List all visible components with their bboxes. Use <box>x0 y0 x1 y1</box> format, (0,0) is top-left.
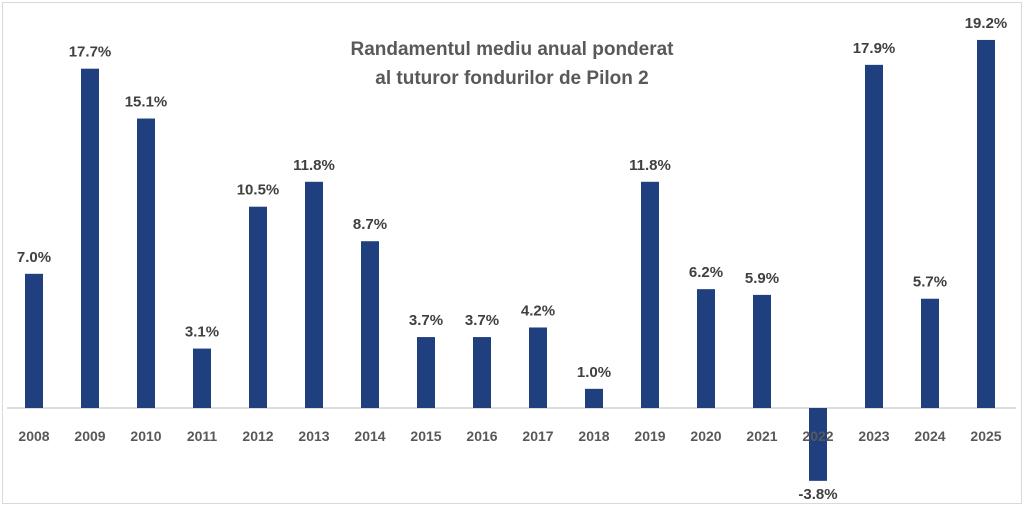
data-label-2014: 8.7% <box>353 216 387 233</box>
data-label-2012: 10.5% <box>237 182 280 199</box>
x-tick-2020: 2020 <box>690 428 721 444</box>
data-label-2013: 11.8% <box>293 157 335 174</box>
bar-2012 <box>249 206 267 408</box>
bar-2021 <box>753 294 771 408</box>
chart-frame <box>2 2 1022 504</box>
data-label-2008: 7.0% <box>17 249 51 266</box>
data-label-2025: 19.2% <box>965 15 1008 32</box>
bar-2017 <box>529 327 547 408</box>
x-tick-2012: 2012 <box>242 428 273 444</box>
bar-2011 <box>193 348 211 408</box>
bar-2008 <box>25 273 43 408</box>
x-tick-2011: 2011 <box>187 428 218 444</box>
chart-title-line-1: Randamentul mediu anual ponderat <box>350 39 674 60</box>
x-tick-2017: 2017 <box>522 428 553 444</box>
bar-2009 <box>81 68 99 408</box>
data-label-2017: 4.2% <box>521 302 555 319</box>
bar-2014 <box>361 241 379 408</box>
data-label-2024: 5.7% <box>913 274 947 291</box>
x-tick-2015: 2015 <box>410 428 441 444</box>
bar-2018 <box>585 388 603 408</box>
x-tick-2009: 2009 <box>74 428 105 444</box>
x-tick-2023: 2023 <box>858 428 889 444</box>
data-label-2022: -3.8% <box>798 486 837 503</box>
x-tick-2025: 2025 <box>970 428 1001 444</box>
bar-2019 <box>641 181 659 408</box>
x-tick-2019: 2019 <box>634 428 665 444</box>
chart-title-line-2: al tuturor fondurilor de Pilon 2 <box>375 68 648 89</box>
data-label-2020: 6.2% <box>689 264 723 281</box>
bar-2024 <box>921 298 939 408</box>
x-tick-2022: 2022 <box>802 428 833 444</box>
data-label-2011: 3.1% <box>185 324 219 341</box>
bar-2023 <box>865 64 883 409</box>
data-label-2016: 3.7% <box>465 312 499 329</box>
bar-2025 <box>977 39 995 408</box>
x-tick-2018: 2018 <box>578 428 609 444</box>
data-label-2019: 11.8% <box>629 157 671 174</box>
x-tick-2008: 2008 <box>18 428 49 444</box>
bar-2022 <box>809 408 827 481</box>
data-label-2015: 3.7% <box>409 312 443 329</box>
data-label-2009: 17.7% <box>69 44 112 61</box>
x-tick-2021: 2021 <box>746 428 777 444</box>
x-tick-2014: 2014 <box>354 428 385 444</box>
bar-2010 <box>137 118 155 409</box>
data-label-2021: 5.9% <box>745 270 779 287</box>
x-tick-2010: 2010 <box>130 428 161 444</box>
x-tick-2016: 2016 <box>466 428 497 444</box>
bar-2013 <box>305 181 323 408</box>
x-tick-2013: 2013 <box>298 428 329 444</box>
x-tick-2024: 2024 <box>914 428 945 444</box>
bar-2016 <box>473 337 491 408</box>
data-label-2023: 17.9% <box>853 40 896 57</box>
bar-2020 <box>697 289 715 408</box>
data-label-2018: 1.0% <box>577 364 611 381</box>
data-label-2010: 15.1% <box>125 94 168 111</box>
bar-2015 <box>417 337 435 408</box>
